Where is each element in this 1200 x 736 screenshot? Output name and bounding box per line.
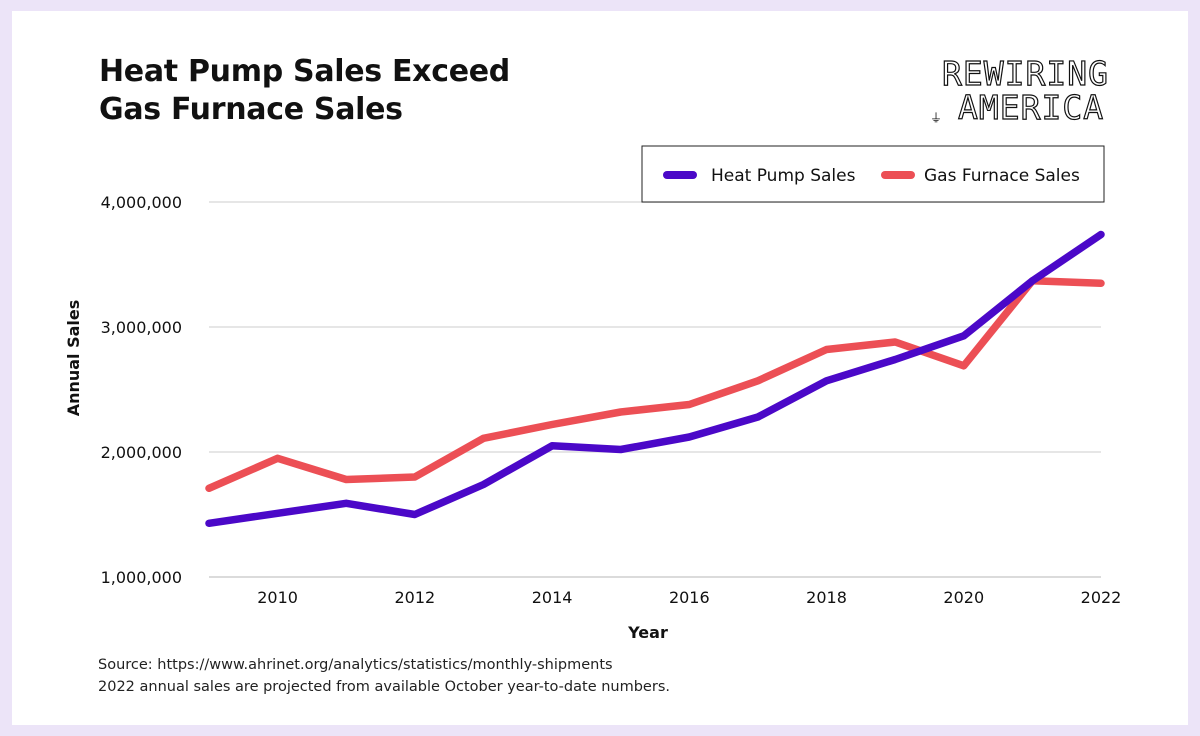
- chart-card: Heat Pump Sales Exceed Gas Furnace Sales…: [12, 11, 1188, 725]
- x-tick-label: 2016: [669, 588, 710, 607]
- x-tick-label: 2014: [532, 588, 573, 607]
- x-tick-label: 2018: [806, 588, 847, 607]
- x-tick-label: 2012: [394, 588, 435, 607]
- chart-title-line-1: Heat Pump Sales Exceed: [99, 54, 510, 89]
- logo-text-line-2: AMERICA: [957, 88, 1105, 127]
- legend-label: Heat Pump Sales: [711, 166, 856, 186]
- plug-icon: ⏚: [930, 111, 943, 125]
- chart-title-line-2: Gas Furnace Sales: [99, 92, 403, 127]
- series-lines: [205, 230, 1105, 528]
- x-axis-title: Year: [627, 623, 668, 642]
- legend-label: Gas Furnace Sales: [924, 166, 1080, 186]
- x-axis-ticks: 2010 2012 2014 2016 2018 2020 2022: [257, 588, 1121, 607]
- logo-text-line-1: REWIRING: [941, 54, 1109, 93]
- y-tick-label: 3,000,000: [101, 318, 182, 337]
- source-text: Source: https://www.ahrinet.org/analytic…: [98, 657, 613, 673]
- x-tick-label: 2022: [1081, 588, 1122, 607]
- gridlines: [209, 201, 1101, 578]
- legend-box: [641, 145, 1105, 203]
- x-tick-label: 2020: [943, 588, 984, 607]
- chart-title: Heat Pump Sales Exceed Gas Furnace Sales: [99, 53, 619, 129]
- y-tick-label: 1,000,000: [101, 568, 182, 587]
- rewiring-america-logo: REWIRING ⏚ AMERICA: [930, 53, 1110, 133]
- y-tick-label: 2,000,000: [101, 443, 182, 462]
- series-line-heat-pump-sales: [205, 230, 1105, 528]
- projection-note: 2022 annual sales are projected from ava…: [98, 679, 670, 695]
- y-axis-title: Annual Sales: [64, 300, 83, 417]
- x-tick-label: 2010: [257, 588, 298, 607]
- y-tick-label: 4,000,000: [101, 193, 182, 212]
- legend: Heat Pump Sales Gas Furnace Sales: [641, 145, 1105, 203]
- y-axis-ticks: 1,000,000 2,000,000 3,000,000 4,000,000: [101, 193, 182, 587]
- source-note: Source: https://www.ahrinet.org/analytic…: [98, 654, 670, 698]
- series-line-gas-furnace-sales: [205, 277, 1105, 493]
